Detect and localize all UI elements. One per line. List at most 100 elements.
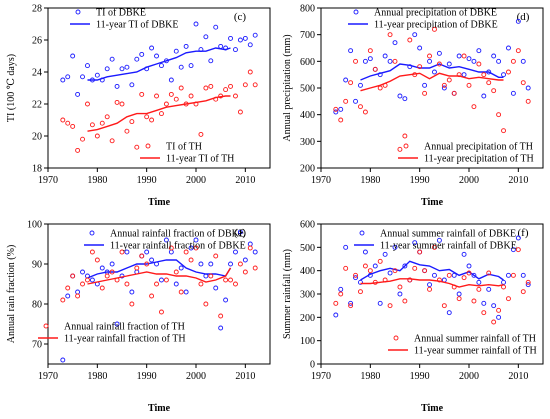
data-point xyxy=(154,93,159,99)
x-axis-title: Time xyxy=(148,197,171,208)
data-point xyxy=(168,77,174,83)
x-tick-label: 2010 xyxy=(508,175,528,186)
data-point xyxy=(353,98,358,104)
x-axis-title: Time xyxy=(421,197,444,208)
data-point xyxy=(198,281,204,287)
data-point xyxy=(422,268,428,274)
data-point xyxy=(525,282,531,288)
data-point xyxy=(223,87,229,93)
x-tick-label: 2000 xyxy=(186,371,206,382)
data-point xyxy=(387,58,393,64)
data-point xyxy=(343,265,349,271)
data-point xyxy=(119,249,125,255)
data-point xyxy=(353,272,358,278)
data-point xyxy=(432,272,437,278)
y-tick-label: 80 xyxy=(32,300,42,311)
data-layer xyxy=(333,235,531,325)
data-point xyxy=(412,240,418,246)
data-point xyxy=(461,72,467,78)
data-point xyxy=(506,272,511,278)
data-point xyxy=(114,321,120,327)
data-point xyxy=(525,98,531,104)
data-point xyxy=(338,291,344,297)
data-point xyxy=(173,281,179,287)
data-point xyxy=(129,119,135,125)
y-tick-label: 100 xyxy=(27,220,42,231)
data-point xyxy=(163,237,169,243)
data-point xyxy=(348,303,354,309)
data-point xyxy=(476,279,482,285)
data-point xyxy=(432,26,437,32)
data-point xyxy=(397,93,403,99)
data-point xyxy=(178,85,184,91)
data-point xyxy=(476,48,482,54)
data-point xyxy=(75,293,81,299)
y-tick-label: 28 xyxy=(32,4,42,15)
legend-label: Annual summer rainfall of TH xyxy=(414,334,536,345)
data-point xyxy=(348,48,354,54)
data-point xyxy=(193,21,199,27)
data-point xyxy=(471,298,477,304)
data-point xyxy=(446,61,452,67)
series-line xyxy=(360,63,504,81)
data-point xyxy=(367,56,373,62)
data-point xyxy=(188,245,194,251)
data-point xyxy=(436,50,442,56)
data-point xyxy=(89,249,95,255)
y-tick-label: 22 xyxy=(32,100,42,111)
data-point xyxy=(228,83,233,89)
data-point xyxy=(237,37,243,43)
data-point xyxy=(178,289,184,295)
data-point xyxy=(213,253,219,259)
data-point xyxy=(343,244,349,250)
data-point xyxy=(402,96,408,102)
legend-marker xyxy=(359,230,365,236)
data-point xyxy=(481,310,487,316)
legend-marker xyxy=(393,335,399,341)
data-point xyxy=(70,123,76,129)
data-point xyxy=(412,265,418,271)
data-point xyxy=(94,133,100,139)
x-tick-label: 2000 xyxy=(186,175,206,186)
data-point xyxy=(144,261,150,267)
data-point xyxy=(149,293,155,299)
data-point xyxy=(129,82,135,88)
data-point xyxy=(333,300,339,306)
data-point xyxy=(99,265,105,271)
data-point xyxy=(392,268,398,274)
data-point xyxy=(168,245,174,251)
data-point xyxy=(456,296,462,302)
x-tick-label: 2010 xyxy=(508,371,528,382)
data-point xyxy=(510,272,516,278)
panel-letter: (d) xyxy=(517,11,530,23)
data-point xyxy=(237,229,243,235)
legend-marker xyxy=(403,143,409,149)
legend-marker xyxy=(89,230,95,236)
data-point xyxy=(85,101,90,107)
data-point xyxy=(501,128,506,134)
data-point xyxy=(471,104,477,110)
data-point xyxy=(85,63,90,69)
data-point xyxy=(441,303,447,309)
data-point xyxy=(233,93,238,99)
data-point xyxy=(520,80,526,86)
data-point xyxy=(441,82,447,88)
panel-letter: (e) xyxy=(234,227,247,239)
data-point xyxy=(109,269,115,275)
data-point xyxy=(75,289,81,295)
data-point xyxy=(358,104,363,110)
y-tick-label: 90 xyxy=(32,260,42,271)
data-point xyxy=(407,277,413,283)
data-point xyxy=(377,258,383,264)
series-line xyxy=(360,278,504,288)
data-point xyxy=(491,303,497,309)
data-point xyxy=(188,257,194,263)
data-point xyxy=(353,275,358,281)
panel-e: 1970 1980 1990 2000 2010 70 80 90 100 Time Annual … xyxy=(6,220,271,414)
data-point xyxy=(476,61,482,67)
data-point xyxy=(506,296,511,302)
data-point xyxy=(124,64,130,70)
x-tick-label: 1990 xyxy=(410,371,430,382)
